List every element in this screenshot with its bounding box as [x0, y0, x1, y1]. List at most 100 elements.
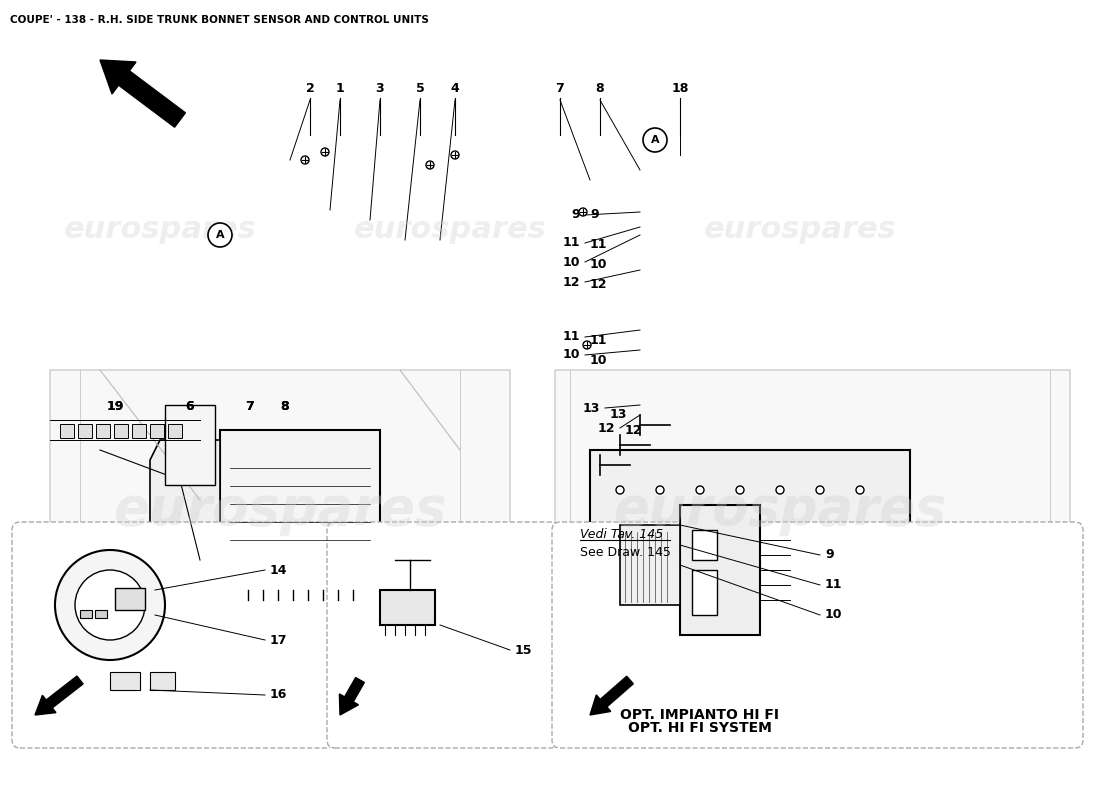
- Bar: [720, 592, 758, 614]
- Text: 9: 9: [571, 209, 580, 222]
- Bar: [220, 430, 380, 560]
- Text: 19: 19: [107, 400, 123, 413]
- Text: 7: 7: [556, 82, 564, 95]
- Circle shape: [776, 486, 784, 494]
- FancyArrow shape: [35, 676, 84, 715]
- Text: OPT. HI FI SYSTEM: OPT. HI FI SYSTEM: [628, 721, 772, 735]
- Circle shape: [616, 486, 624, 494]
- Text: 1: 1: [336, 82, 344, 95]
- Bar: [675, 564, 713, 586]
- Bar: [720, 620, 758, 642]
- Text: 5: 5: [416, 82, 425, 95]
- Bar: [630, 620, 668, 642]
- Text: 14: 14: [270, 563, 287, 577]
- Bar: [379, 590, 434, 625]
- Text: 13: 13: [610, 409, 627, 422]
- Circle shape: [816, 486, 824, 494]
- Text: 2: 2: [306, 82, 315, 95]
- Bar: [116, 588, 145, 610]
- Bar: [240, 560, 360, 590]
- Circle shape: [75, 570, 145, 640]
- FancyBboxPatch shape: [327, 522, 558, 748]
- Circle shape: [583, 341, 591, 349]
- Bar: [680, 505, 760, 635]
- Bar: [764, 564, 803, 586]
- Text: 7: 7: [245, 400, 254, 413]
- Text: Vedi Tav. 145: Vedi Tav. 145: [580, 529, 663, 542]
- Circle shape: [856, 486, 864, 494]
- Circle shape: [321, 148, 329, 156]
- Text: 12: 12: [625, 423, 642, 437]
- Bar: [675, 592, 713, 614]
- Circle shape: [426, 161, 434, 169]
- Text: 11: 11: [825, 578, 843, 591]
- Text: 12: 12: [562, 275, 580, 289]
- Circle shape: [301, 156, 309, 164]
- Text: See Draw. 145: See Draw. 145: [580, 546, 671, 558]
- Bar: [720, 564, 758, 586]
- Bar: [630, 592, 668, 614]
- Text: 8: 8: [596, 82, 604, 95]
- Bar: [165, 405, 214, 485]
- Text: 11: 11: [590, 334, 607, 346]
- Text: 10: 10: [825, 609, 843, 622]
- Text: A: A: [651, 135, 659, 145]
- Text: 11: 11: [562, 237, 580, 250]
- Circle shape: [656, 486, 664, 494]
- Bar: [692, 530, 717, 560]
- Text: eurospares: eurospares: [353, 215, 547, 245]
- Bar: [150, 672, 175, 690]
- Text: eurospares: eurospares: [614, 484, 947, 536]
- Bar: [60, 424, 74, 438]
- Text: 15: 15: [515, 643, 532, 657]
- Text: 10: 10: [562, 349, 580, 362]
- Text: 3: 3: [376, 82, 384, 95]
- Circle shape: [451, 151, 459, 159]
- Text: COUPE' - 138 - R.H. SIDE TRUNK BONNET SENSOR AND CONTROL UNITS: COUPE' - 138 - R.H. SIDE TRUNK BONNET SE…: [10, 15, 429, 25]
- Text: 13: 13: [583, 402, 600, 414]
- FancyArrow shape: [340, 678, 364, 715]
- Text: 7: 7: [245, 400, 254, 413]
- Circle shape: [55, 550, 165, 660]
- Text: 9: 9: [590, 209, 598, 222]
- Text: eurospares: eurospares: [704, 215, 896, 245]
- Text: 18: 18: [671, 82, 689, 95]
- Bar: [625, 540, 825, 650]
- Text: 11: 11: [590, 238, 607, 251]
- Bar: [96, 424, 110, 438]
- Bar: [692, 570, 717, 615]
- Text: eurospares: eurospares: [113, 484, 447, 536]
- Text: 11: 11: [562, 330, 580, 343]
- Bar: [95, 610, 107, 618]
- Bar: [630, 564, 668, 586]
- Bar: [110, 672, 140, 690]
- Circle shape: [644, 128, 667, 152]
- Text: 6: 6: [186, 400, 195, 413]
- Text: 19: 19: [107, 400, 123, 413]
- Circle shape: [579, 208, 587, 216]
- FancyBboxPatch shape: [12, 522, 333, 748]
- Text: 12: 12: [597, 422, 615, 434]
- Text: OPT. IMPIANTO HI FI: OPT. IMPIANTO HI FI: [620, 708, 780, 722]
- Bar: [150, 424, 164, 438]
- FancyArrow shape: [100, 60, 186, 127]
- Text: A: A: [216, 230, 224, 240]
- Text: 6: 6: [186, 400, 195, 413]
- Text: 10: 10: [590, 258, 607, 271]
- Circle shape: [736, 486, 744, 494]
- Text: eurospares: eurospares: [64, 215, 256, 245]
- Text: 10: 10: [562, 255, 580, 269]
- Bar: [114, 424, 128, 438]
- Text: 17: 17: [270, 634, 287, 646]
- Bar: [620, 525, 680, 605]
- Text: 16: 16: [270, 689, 287, 702]
- Circle shape: [208, 223, 232, 247]
- FancyArrow shape: [590, 676, 634, 715]
- Bar: [675, 620, 713, 642]
- Text: 9: 9: [825, 549, 834, 562]
- Bar: [80, 610, 92, 618]
- Text: 4: 4: [451, 82, 460, 95]
- Circle shape: [696, 486, 704, 494]
- Polygon shape: [50, 370, 510, 695]
- Bar: [764, 620, 803, 642]
